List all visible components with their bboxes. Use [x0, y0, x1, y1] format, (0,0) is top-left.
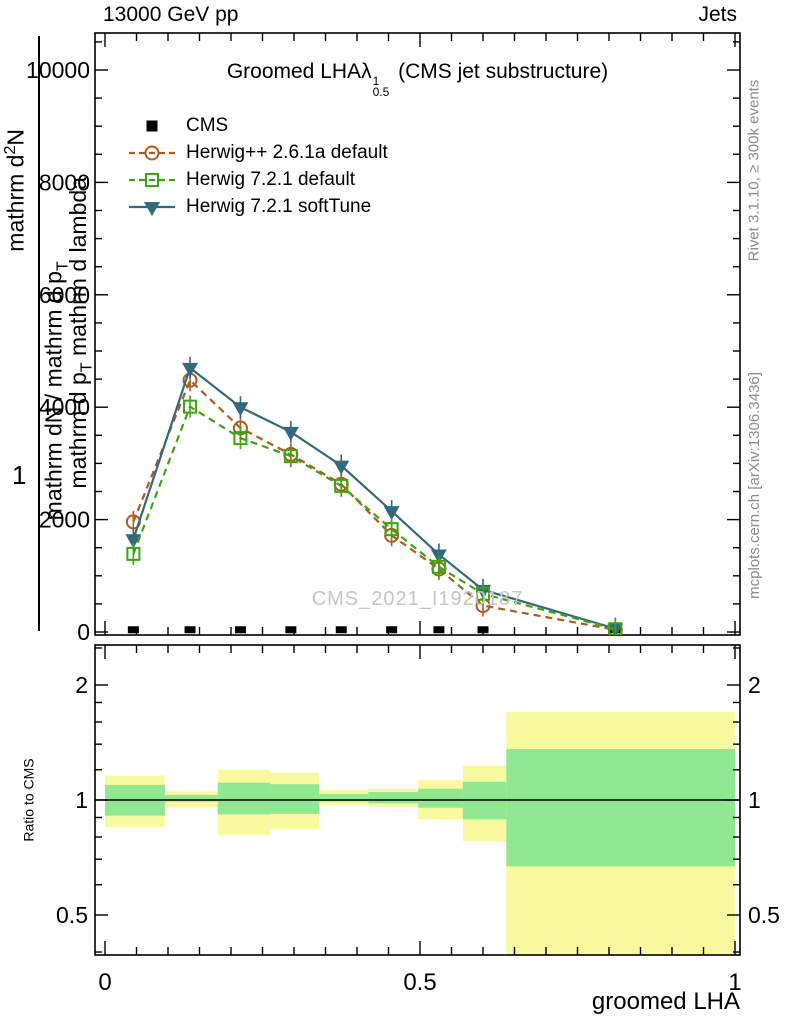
ratio-band-green: [506, 748, 735, 867]
x-tick-label: 0: [98, 969, 111, 996]
beam-energy-label: 13000 GeV pp: [103, 3, 239, 26]
axis-ticks: [95, 33, 740, 955]
plot-title-text: Groomed LHA: [226, 60, 362, 83]
marker-filled-square: [335, 626, 347, 634]
ratio-y-tick-label: 2: [748, 672, 761, 698]
series-herwig-7-2-1-default: [126, 395, 623, 635]
ratio-band-green: [164, 795, 218, 802]
marker-open-square: [233, 431, 248, 446]
legend-label: Herwig++ 2.6.1a default: [186, 141, 388, 163]
ratio-y-tick-label: 1: [748, 787, 761, 813]
marker-open-square: [476, 586, 490, 601]
marker-open-square: [183, 399, 198, 414]
marker-filled-triangle-down: [333, 460, 350, 475]
ratio-band-green: [270, 784, 320, 814]
marker-open-square: [608, 622, 623, 635]
main-y-tick-label: 0: [77, 619, 90, 645]
x-axis-label: groomed LHA: [591, 988, 740, 1015]
marker-filled-triangle-down: [282, 426, 299, 441]
legend-marker: [129, 172, 175, 187]
y-axis-fraction-bar: [38, 36, 40, 631]
main-y-tick-label: 2000: [39, 507, 90, 533]
marker-filled-square: [146, 120, 158, 131]
marker-open-square: [384, 522, 399, 537]
mcplots-arxiv-note: mcplots.cern.ch [arXiv:1306.3436]: [745, 372, 763, 599]
analysis-category-label: Jets: [698, 3, 737, 26]
plot-title: Groomed LHAλ 1 0.5 (CMS jet substructure): [95, 60, 740, 98]
legend-entry-3: Herwig 7.2.1 softTune: [128, 193, 388, 220]
main-y-tick-label: 10000: [26, 57, 90, 83]
legend-marker: [129, 145, 175, 160]
marker-filled-triangle-down: [182, 362, 199, 377]
legend-entry-1: Herwig++ 2.6.1a default: [128, 139, 388, 166]
marker-filled-square: [285, 626, 297, 634]
main-y-tick-label: 4000: [39, 394, 90, 420]
legend-entry-0: CMS: [128, 112, 388, 139]
marker-open-square: [145, 172, 159, 187]
marker-filled-square: [477, 626, 489, 634]
ratio-y-tick-label: 0.5: [748, 902, 780, 928]
ratio-axis-label: Ratio to CMS: [21, 758, 37, 842]
main-panel-frame: [94, 32, 741, 636]
ratio-y-tick-label: 2: [75, 672, 88, 698]
marker-open-square: [334, 478, 349, 493]
marker-filled-square: [127, 626, 139, 634]
legend-entry-2: Herwig 7.2.1 default: [128, 166, 388, 193]
marker-filled-triangle-down: [125, 534, 142, 549]
lambda-symbol: λ: [361, 60, 372, 83]
ratio-band-green: [368, 791, 419, 804]
marker-filled-triangle-down: [232, 402, 249, 417]
x-tick-label: 1: [728, 969, 741, 996]
marker-open-square: [283, 449, 298, 464]
legend-marker: [146, 120, 158, 131]
marker-filled-square: [433, 626, 445, 634]
main-y-tick-labels: 0 2000 4000 6000 8000 10000: [26, 57, 90, 645]
marker-filled-square: [234, 626, 246, 634]
marker-open-square: [431, 559, 446, 574]
lambda-sub: 0.5: [372, 85, 390, 99]
ratio-band-green: [217, 782, 271, 815]
legend-label: CMS: [186, 114, 229, 136]
y-axis-label-one: 1: [12, 460, 27, 490]
marker-open-circle: [144, 145, 160, 160]
main-y-tick-label: 8000: [39, 169, 90, 195]
main-y-tick-label: 6000: [39, 282, 90, 308]
ratio-y-tick-label: 1: [75, 787, 88, 813]
rivet-version-note: Rivet 3.1.10, ≥ 300k events: [745, 79, 763, 262]
y-axis-label-numerator: mathrm d2N: [0, 128, 29, 252]
ratio-uncertainty-bands: [105, 711, 735, 955]
data-series: [125, 356, 624, 635]
plot-title-suffix: (CMS jet substructure): [398, 60, 609, 83]
marker-open-square: [126, 546, 141, 561]
y-axis-label-denominator-2: mathrm d pT mathrm d lambda: [65, 176, 96, 489]
legend-label: Herwig 7.2.1 default: [186, 168, 355, 190]
marker-filled-triangle-down: [383, 506, 400, 521]
x-tick-label: 0.5: [403, 969, 436, 996]
legend-marker: [129, 201, 175, 216]
marker-filled-triangle-down: [144, 201, 160, 216]
legend: CMS Herwig++ 2.6.1a default Herwig 7.2.1 d…: [128, 112, 388, 220]
watermark: CMS_2021_I1920187: [311, 588, 524, 610]
ratio-y-tick-label: 0.5: [56, 902, 88, 928]
lambda-indices: 1 0.5: [372, 74, 390, 99]
lambda-sup: 1: [372, 74, 380, 88]
marker-filled-square: [184, 626, 196, 634]
ratio-band-green: [319, 794, 369, 802]
ratio-band-green: [418, 788, 463, 808]
marker-filled-square: [386, 626, 398, 634]
legend-label: Herwig 7.2.1 softTune: [186, 195, 372, 217]
series-cms: [127, 626, 621, 634]
